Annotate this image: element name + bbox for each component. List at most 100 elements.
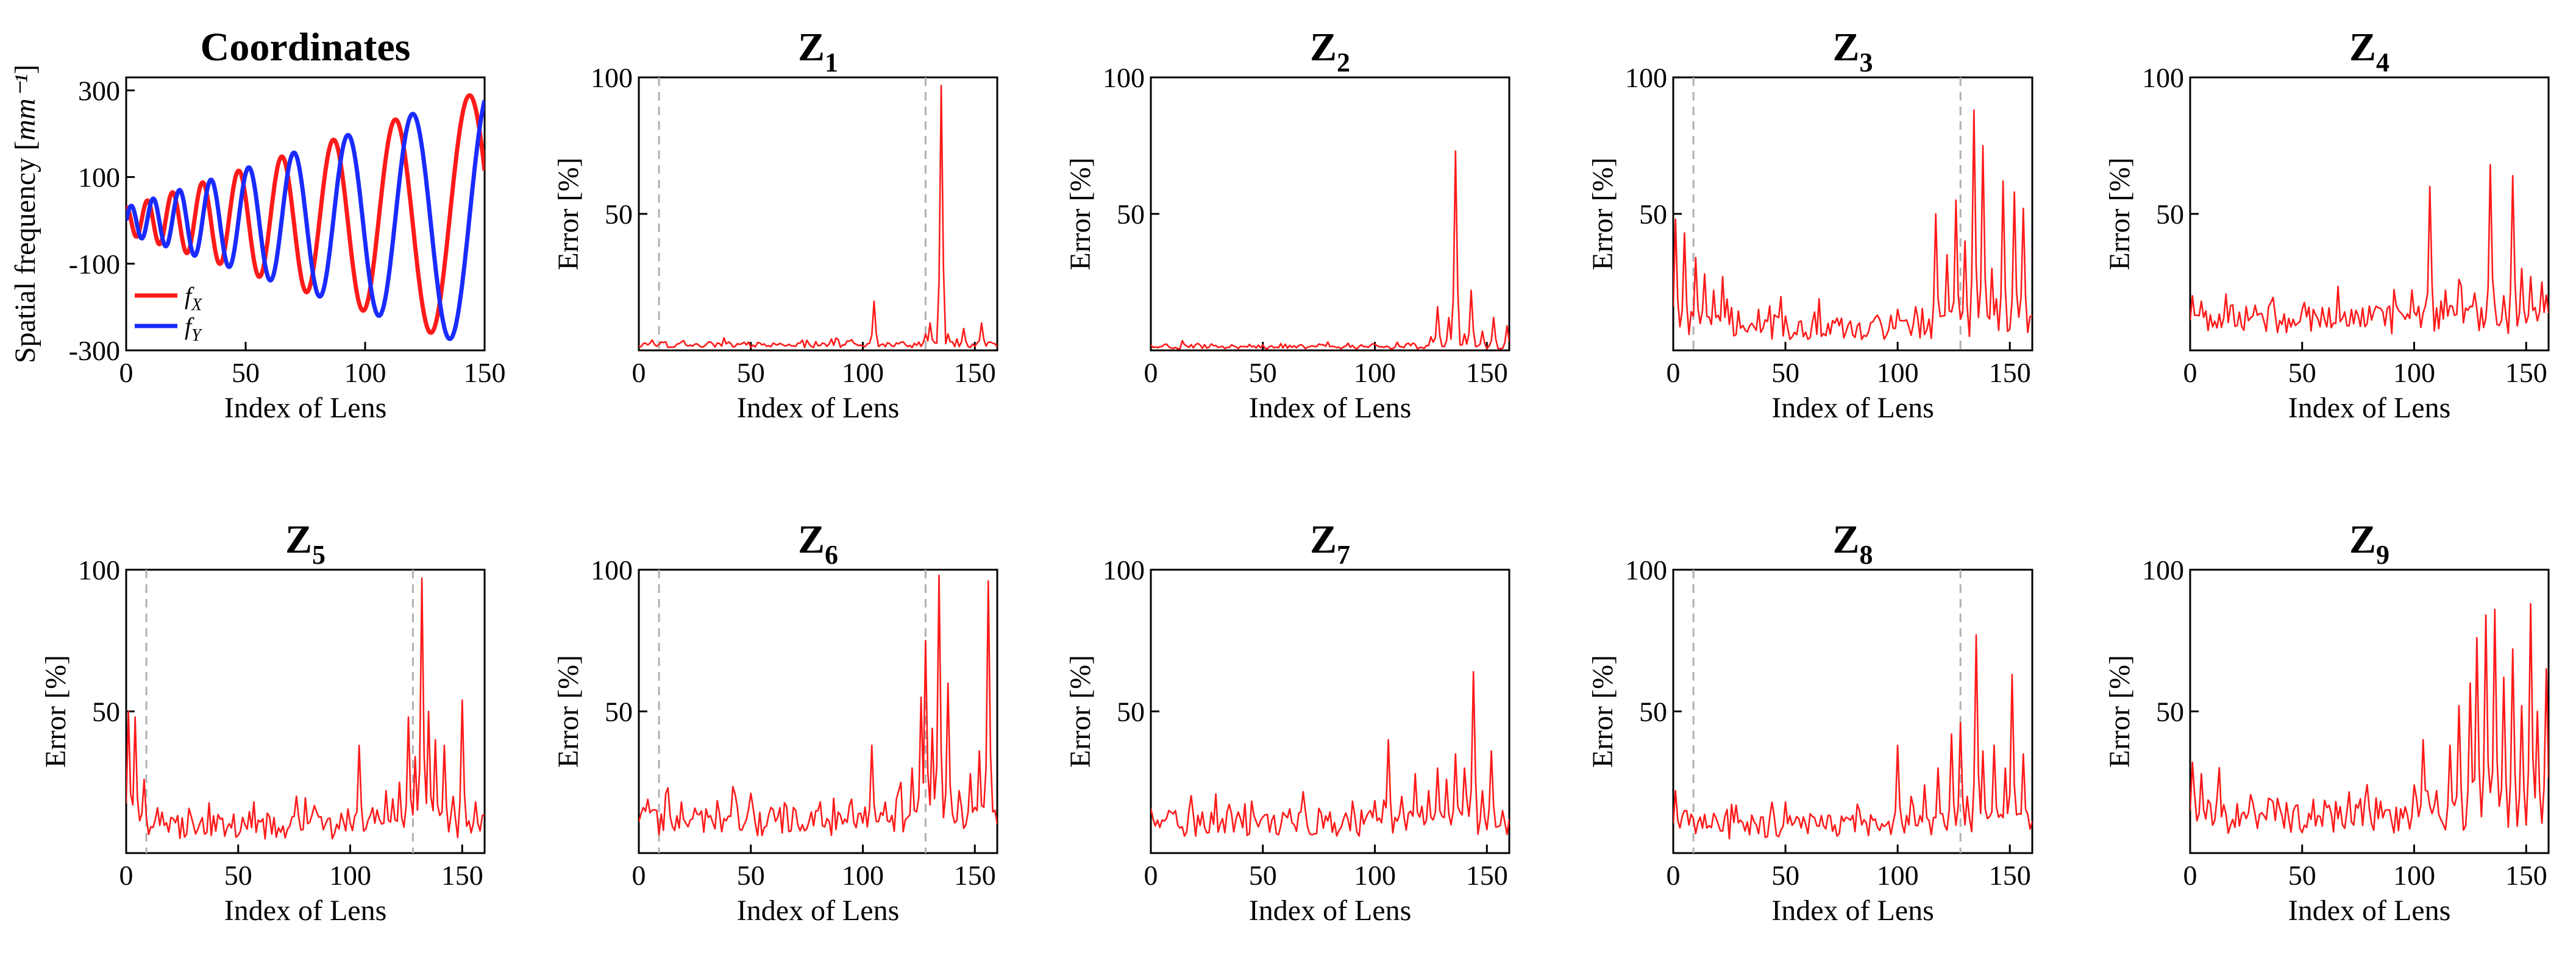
y-tick-label: 50 (2156, 199, 2184, 230)
chart-title: Z6 (798, 517, 838, 570)
y-tick-label: 50 (1117, 199, 1145, 230)
x-tick-label: 50 (737, 860, 765, 891)
x-tick-label: 150 (2505, 860, 2547, 891)
x-axis-label: Index of Lens (737, 392, 900, 424)
title-letter: Z (1832, 517, 1859, 562)
x-axis-label: Index of Lens (1771, 392, 1934, 424)
y-axis-label-close: ] (9, 65, 41, 74)
error-series-line (1151, 150, 1509, 350)
title-subscript: 5 (312, 540, 326, 570)
chart-title: Z7 (1310, 517, 1350, 570)
y-tick-label: 50 (92, 696, 120, 728)
x-axis-label: Index of Lens (1771, 895, 1934, 927)
plot-frame (1150, 569, 1510, 854)
chart-title: Coordinates (201, 25, 411, 69)
panel-z4: Z4 0 50 100 150 50 100 Index of Lens Error [%] (2104, 25, 2550, 424)
y-tick-label: 100 (2142, 554, 2184, 586)
title-subscript: 4 (2376, 48, 2389, 77)
chart-title: Z1 (798, 25, 838, 77)
chart-title: Z4 (2349, 25, 2389, 77)
chart-title: Z3 (1832, 25, 1873, 77)
y-tick-label: 100 (78, 162, 120, 193)
y-tick-label: 100 (1625, 554, 1667, 586)
y-tick-label: 100 (591, 62, 633, 93)
x-tick-label: 150 (2505, 357, 2547, 388)
y-axis-label: Error [%] (1587, 655, 1619, 768)
x-tick-label: 50 (1249, 860, 1277, 891)
chart-title: Z9 (2349, 517, 2389, 570)
title-letter: Z (2349, 25, 2376, 69)
panel-z6: Z6 0 50 100 150 50 100 Index of Lens Error [%] (552, 517, 998, 927)
y-axis-label: Spatial frequency [mm⁻¹] (9, 65, 41, 363)
x-axis-label: Index of Lens (2288, 895, 2451, 927)
chart-title: Z5 (285, 517, 326, 570)
x-axis-label: Index of Lens (224, 895, 387, 927)
x-tick-label: 50 (1771, 357, 1799, 388)
x-tick-label: 100 (1877, 860, 1919, 891)
x-tick-label: 0 (119, 860, 133, 891)
y-tick-label: 50 (1639, 696, 1667, 728)
title-letter: Z (285, 517, 312, 562)
y-axis-label: Error [%] (552, 655, 585, 768)
title-subscript: 1 (825, 48, 838, 77)
error-series-line (1673, 634, 2032, 840)
x-tick-label: 0 (2183, 860, 2197, 891)
x-tick-label: 100 (1354, 860, 1396, 891)
y-tick-label: 100 (1103, 554, 1145, 586)
x-tick-label: 0 (1667, 860, 1681, 891)
y-tick-label: 50 (605, 696, 633, 728)
error-series-line (1151, 671, 1509, 837)
panel-z3: Z3 0 50 100 150 50 100 Index of Lens Error [%] (1587, 25, 2033, 424)
error-series-line (639, 574, 997, 837)
y-tick-label: -300 (69, 335, 120, 366)
x-tick-label: 100 (842, 357, 884, 388)
title-subscript: 8 (1860, 540, 1873, 570)
title-subscript: 9 (2376, 540, 2389, 570)
series-line-fX (126, 93, 485, 335)
x-tick-label: 100 (2393, 860, 2435, 891)
x-tick-label: 0 (1144, 860, 1158, 891)
y-tick-label: 100 (591, 554, 633, 586)
x-tick-label: 100 (2393, 357, 2435, 388)
x-tick-label: 150 (441, 860, 483, 891)
panel-z9: Z9 0 50 100 150 50 100 Index of Lens Error [%] (2104, 517, 2550, 927)
x-tick-label: 50 (1771, 860, 1799, 891)
y-tick-label: -100 (69, 249, 120, 280)
x-axis-label: Index of Lens (1249, 392, 1412, 424)
panel-coordinates: Coordinates 0 50 100 150 -300 -100 100 300 Index … (9, 25, 506, 424)
x-tick-label: 50 (232, 357, 260, 388)
plot-frame (125, 569, 486, 854)
title-letter: Z (798, 517, 825, 562)
title-letter: Z (798, 25, 825, 69)
error-series-line (126, 577, 485, 840)
title-letter: Z (1310, 25, 1337, 69)
y-axis-label: Error [%] (40, 655, 72, 768)
x-tick-label: 100 (1354, 357, 1396, 388)
legend-label-subscript: X (191, 296, 202, 314)
x-tick-label: 100 (329, 860, 371, 891)
title-subscript: 3 (1860, 48, 1873, 77)
x-axis-label: Index of Lens (224, 392, 387, 424)
y-tick-label: 100 (1103, 62, 1145, 93)
error-series-line (1673, 109, 2032, 341)
title-subscript: 7 (1337, 540, 1350, 570)
x-tick-label: 50 (224, 860, 252, 891)
panel-z1: Z1 0 50 100 150 50 100 Index of Lens Error [%] (552, 25, 998, 424)
y-axis-label-unit: mm⁻¹ (9, 74, 41, 141)
y-axis-label: Error [%] (1587, 157, 1619, 270)
panel-z8: Z8 0 50 100 150 50 100 Index of Lens Error [%] (1587, 517, 2033, 927)
x-tick-label: 100 (842, 860, 884, 891)
y-axis-label: Error [%] (552, 157, 585, 270)
y-axis-label: Error [%] (2104, 157, 2136, 270)
legend-label-subscript: Y (191, 326, 203, 345)
error-series-line (2190, 603, 2549, 834)
error-series-line (639, 85, 997, 349)
title-subscript: 6 (825, 540, 838, 570)
x-tick-label: 150 (464, 357, 506, 388)
x-axis-label: Index of Lens (737, 895, 900, 927)
x-tick-label: 100 (344, 357, 386, 388)
x-tick-label: 50 (1249, 357, 1277, 388)
x-tick-label: 50 (737, 357, 765, 388)
